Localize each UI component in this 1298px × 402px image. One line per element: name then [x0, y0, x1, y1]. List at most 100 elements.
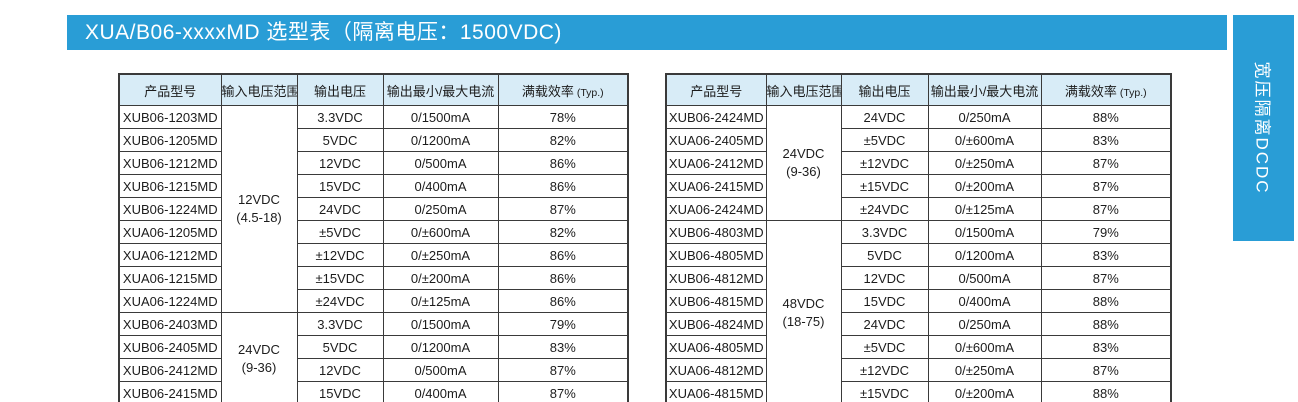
output-current-cell: 0/400mA — [382, 381, 499, 402]
model-cell: XUA06-2405MD — [665, 128, 767, 152]
table-row: XUA06-2405MD ±5VDC 0/±600mA 83% — [665, 128, 1172, 152]
output-current-cell: 0/500mA — [382, 358, 499, 382]
model-cell: XUA06-1212MD — [118, 243, 222, 267]
model-cell: XUB06-4824MD — [665, 312, 767, 336]
table-row: XUA06-2424MD ±24VDC 0/±125mA 87% — [665, 197, 1172, 221]
efficiency-cell: 87% — [1040, 174, 1172, 198]
table-row: XUB06-1215MD 15VDC 0/400mA 86% — [118, 174, 629, 198]
output-current-cell: 0/±600mA — [927, 128, 1042, 152]
output-voltage-cell: 3.3VDC — [840, 220, 929, 244]
output-current-cell: 0/±250mA — [382, 243, 499, 267]
table-row: XUB06-4824MD 24VDC 0/250mA 88% — [665, 312, 1172, 336]
table-row: XUB06-2403MD 24VDC (9-36) 3.3VDC 0/1500mA… — [118, 312, 629, 402]
output-voltage-cell: ±12VDC — [840, 358, 929, 382]
output-voltage-cell: 24VDC — [840, 312, 929, 336]
output-voltage-cell: 15VDC — [296, 174, 384, 198]
input-range-line1: 48VDC — [782, 295, 825, 311]
output-voltage-cell: ±15VDC — [840, 381, 929, 402]
model-cell: XUA06-1224MD — [118, 289, 222, 313]
table-row: XUB06-1205MD 5VDC 0/1200mA 82% — [118, 128, 629, 152]
efficiency-label: 满载效率 — [1064, 83, 1117, 99]
output-current-cell: 0/1500mA — [382, 105, 499, 129]
output-voltage-cell: ±12VDC — [840, 151, 929, 175]
output-current-cell: 0/1200mA — [382, 128, 499, 152]
table-row: XUB06-1203MD 12VDC (4.5-18) 3.3VDC 0/1500… — [118, 105, 629, 313]
output-voltage-cell: 15VDC — [840, 289, 929, 313]
output-voltage-cell: 3.3VDC — [296, 105, 384, 129]
efficiency-cell: 87% — [497, 381, 629, 402]
output-current-cell: 0/400mA — [927, 289, 1042, 313]
table-row: XUA06-4815MD ±15VDC 0/±200mA 88% — [665, 381, 1172, 402]
output-current-cell: 0/250mA — [927, 312, 1042, 336]
table-row: XUB06-4805MD 5VDC 0/1200mA 83% — [665, 243, 1172, 267]
output-current-cell: 0/±125mA — [927, 197, 1042, 221]
efficiency-label: 满载效率 — [521, 83, 574, 99]
efficiency-typ-label: (Typ.) — [1119, 86, 1147, 99]
output-current-cell: 0/±600mA — [382, 220, 499, 244]
model-cell: XUB06-1203MD — [118, 105, 222, 129]
efficiency-cell: 86% — [497, 266, 629, 290]
col-header-model: 产品型号 — [118, 73, 222, 106]
model-cell: XUB06-2405MD — [118, 335, 222, 359]
efficiency-cell: 88% — [1040, 381, 1172, 402]
efficiency-cell: 83% — [1040, 335, 1172, 359]
model-cell: XUB06-4812MD — [665, 266, 767, 290]
efficiency-cell: 88% — [1040, 105, 1172, 129]
efficiency-cell: 87% — [497, 358, 629, 382]
table-row: XUB06-2415MD 15VDC 0/400mA 87% — [118, 381, 629, 402]
model-cell: XUA06-4815MD — [665, 381, 767, 402]
table-row: XUB06-2412MD 12VDC 0/500mA 87% — [118, 358, 629, 382]
input-range-line1: 12VDC — [238, 192, 280, 207]
input-range-cell: 24VDC (9-36) — [765, 105, 842, 221]
input-range-line2: (4.5-18) — [236, 210, 282, 225]
col-header-output-current: 输出最小/最大电流 — [382, 73, 499, 106]
output-voltage-cell: ±24VDC — [840, 197, 929, 221]
efficiency-cell: 87% — [1040, 358, 1172, 382]
model-cell: XUB06-2412MD — [118, 358, 222, 382]
table-row: XUB06-2424MD 24VDC (9-36) 24VDC 0/250mA 8… — [665, 105, 1172, 221]
output-voltage-cell: 24VDC — [296, 197, 384, 221]
output-current-cell: 0/±125mA — [382, 289, 499, 313]
efficiency-cell: 83% — [1040, 128, 1172, 152]
input-range-line1: 24VDC — [782, 146, 825, 161]
efficiency-cell: 82% — [497, 128, 629, 152]
output-voltage-cell: 3.3VDC — [296, 312, 384, 336]
output-voltage-cell: ±5VDC — [840, 128, 929, 152]
output-current-cell: 0/500mA — [927, 266, 1042, 290]
col-header-efficiency: 满载效率 (Typ.) — [497, 73, 629, 106]
efficiency-cell: 86% — [497, 243, 629, 267]
output-voltage-cell: 12VDC — [840, 266, 929, 290]
output-current-cell: 0/±200mA — [927, 381, 1042, 402]
table-row: XUA06-2412MD ±12VDC 0/±250mA 87% — [665, 151, 1172, 175]
output-current-cell: 0/±600mA — [927, 335, 1042, 359]
efficiency-cell: 79% — [497, 312, 629, 336]
efficiency-cell: 86% — [497, 151, 629, 175]
output-voltage-cell: 5VDC — [296, 128, 384, 152]
category-side-tab: 宽压隔离DCDC — [1233, 15, 1294, 241]
col-header-output-voltage: 输出电压 — [296, 73, 384, 106]
model-cell: XUB06-2424MD — [665, 105, 767, 129]
output-voltage-cell: ±12VDC — [296, 243, 384, 267]
output-voltage-cell: 12VDC — [296, 151, 384, 175]
output-current-cell: 0/±250mA — [927, 358, 1042, 382]
table-row: XUA06-2415MD ±15VDC 0/±200mA 87% — [665, 174, 1172, 198]
model-cell: XUA06-2415MD — [665, 174, 767, 198]
model-cell: XUA06-2412MD — [665, 151, 767, 175]
output-voltage-cell: 5VDC — [296, 335, 384, 359]
efficiency-cell: 78% — [497, 105, 629, 129]
output-current-cell: 0/1500mA — [382, 312, 499, 336]
table-row: XUA06-1215MD ±15VDC 0/±200mA 86% — [118, 266, 629, 290]
table-row: XUA06-1205MD ±5VDC 0/±600mA 82% — [118, 220, 629, 244]
output-voltage-cell: ±5VDC — [840, 335, 929, 359]
table-row: XUA06-1224MD ±24VDC 0/±125mA 86% — [118, 289, 629, 313]
output-current-cell: 0/1200mA — [382, 335, 499, 359]
table-row: XUB06-4803MD 48VDC (18-75) 3.3VDC 0/1500m… — [665, 220, 1172, 402]
table-header-row: 产品型号 输入电压范围 输出电压 输出最小/最大电流 满载效率 (Typ.) — [665, 73, 1172, 106]
table-row: XUA06-4805MD ±5VDC 0/±600mA 83% — [665, 335, 1172, 359]
model-cell: XUB06-4803MD — [665, 220, 767, 244]
input-range-cell: 48VDC (18-75) — [765, 220, 842, 402]
efficiency-cell: 87% — [497, 197, 629, 221]
efficiency-cell: 86% — [497, 174, 629, 198]
input-range-cell: 24VDC (9-36) — [220, 312, 298, 402]
